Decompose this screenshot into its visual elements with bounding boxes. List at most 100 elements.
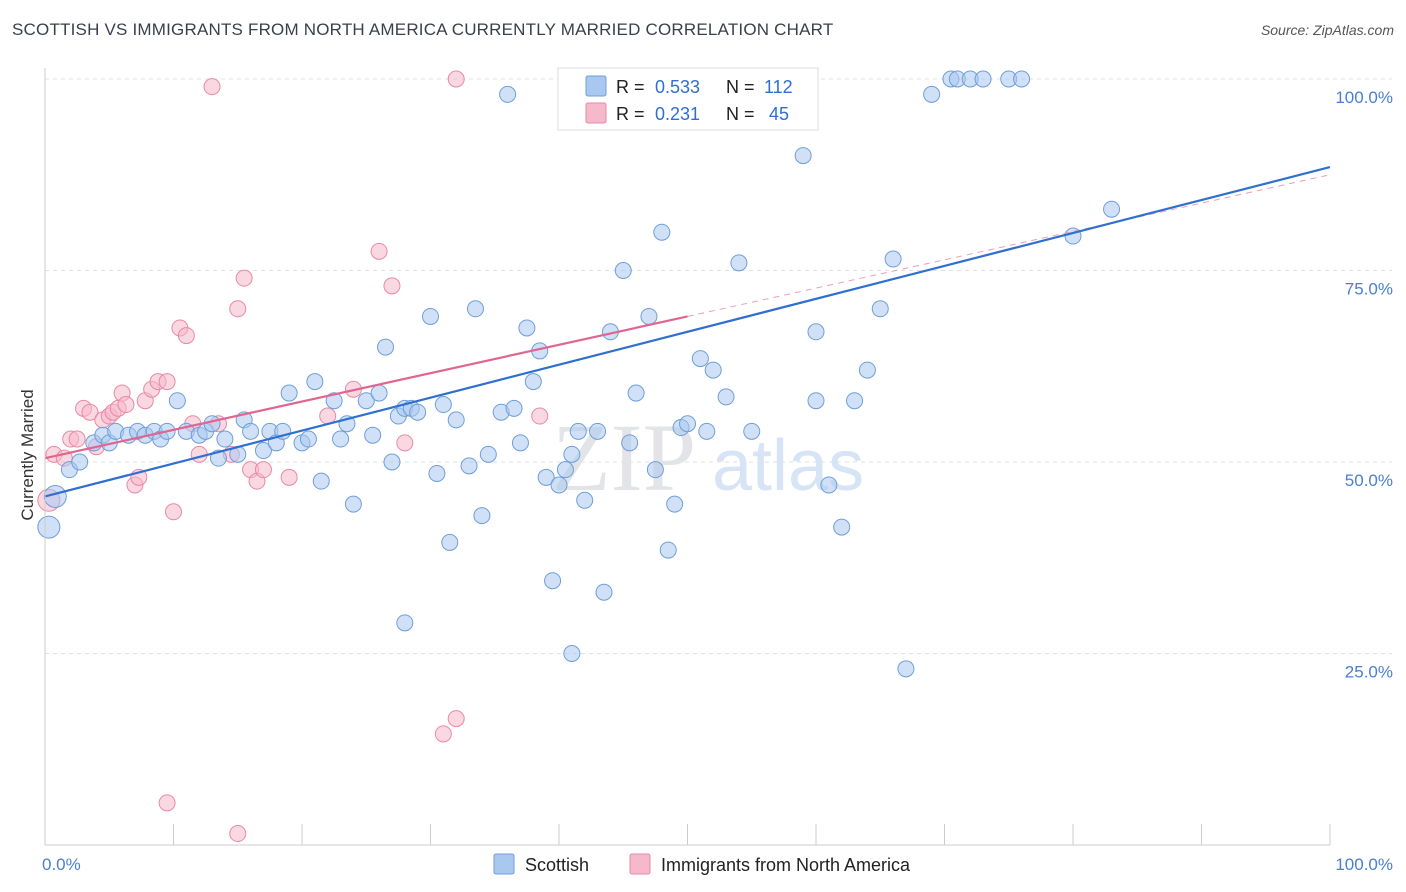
trend-scottish bbox=[44, 166, 1331, 498]
point-immigrants bbox=[235, 269, 253, 287]
point-scottish bbox=[370, 384, 388, 402]
scottish-points bbox=[37, 70, 1121, 678]
point-scottish bbox=[589, 422, 607, 440]
point-scottish bbox=[299, 430, 317, 448]
point-immigrants bbox=[531, 407, 549, 425]
point-scottish bbox=[43, 484, 67, 508]
point-scottish bbox=[923, 85, 941, 103]
point-scottish bbox=[550, 476, 568, 494]
point-scottish bbox=[209, 449, 227, 467]
stats-r-value-scottish: 0.533 bbox=[655, 77, 700, 97]
point-scottish bbox=[216, 430, 234, 448]
point-scottish bbox=[203, 415, 221, 433]
stats-n-value-scottish: 112 bbox=[764, 77, 793, 97]
point-immigrants bbox=[229, 825, 247, 843]
point-immigrants bbox=[254, 461, 272, 479]
point-scottish bbox=[441, 533, 459, 551]
immigrants-points bbox=[37, 70, 549, 843]
stats-r-value-immig: 0.231 bbox=[655, 104, 700, 124]
stats-n-value-immig: 45 bbox=[764, 104, 789, 124]
point-scottish bbox=[820, 476, 838, 494]
point-scottish bbox=[71, 453, 89, 471]
point-scottish bbox=[884, 250, 902, 268]
point-scottish bbox=[280, 384, 298, 402]
x-tick-label-max: 100.0% bbox=[1335, 855, 1393, 874]
point-scottish bbox=[499, 85, 517, 103]
y-tick-label-0: 100.0% bbox=[1335, 88, 1393, 107]
point-scottish bbox=[730, 254, 748, 272]
point-scottish bbox=[621, 434, 639, 452]
point-immigrants bbox=[447, 70, 465, 88]
point-scottish bbox=[537, 468, 555, 486]
point-scottish bbox=[466, 300, 484, 318]
point-scottish bbox=[428, 464, 446, 482]
point-scottish bbox=[556, 461, 574, 479]
point-scottish bbox=[640, 307, 658, 325]
point-immigrants bbox=[396, 434, 414, 452]
point-immigrants bbox=[158, 373, 176, 391]
point-scottish bbox=[679, 415, 696, 433]
point-scottish bbox=[1013, 70, 1031, 88]
point-scottish bbox=[511, 434, 529, 452]
chart-title: SCOTTISH VS IMMIGRANTS FROM NORTH AMERIC… bbox=[12, 20, 834, 39]
point-scottish bbox=[168, 392, 186, 410]
point-scottish bbox=[627, 384, 645, 402]
point-immigrants bbox=[190, 445, 208, 463]
point-scottish bbox=[659, 541, 677, 559]
point-scottish bbox=[807, 323, 825, 341]
trend-lines bbox=[44, 166, 1331, 498]
point-scottish bbox=[666, 495, 684, 513]
series-legend: Scottish Immigrants from North America bbox=[493, 853, 911, 875]
watermark-atlas: atlas bbox=[712, 426, 864, 506]
point-scottish bbox=[396, 614, 414, 632]
point-immigrants bbox=[68, 430, 86, 448]
point-scottish bbox=[242, 422, 260, 440]
point-scottish bbox=[871, 300, 889, 318]
stats-legend: R = 0.533 N = 112 R = 0.231 N = 45 bbox=[557, 67, 819, 131]
point-scottish bbox=[717, 388, 735, 406]
point-scottish bbox=[794, 147, 812, 165]
point-scottish bbox=[846, 392, 864, 410]
point-scottish bbox=[460, 457, 478, 475]
point-immigrants bbox=[280, 468, 298, 486]
point-immigrants bbox=[383, 277, 401, 295]
point-scottish bbox=[524, 373, 542, 391]
point-scottish bbox=[704, 361, 722, 379]
stats-n-label-scottish: N = bbox=[726, 77, 755, 97]
point-immigrants bbox=[158, 794, 176, 812]
point-scottish bbox=[422, 307, 439, 325]
point-scottish bbox=[254, 442, 272, 460]
stats-legend-swatch-immig bbox=[585, 102, 607, 124]
legend-label-immig: Immigrants from North America bbox=[661, 855, 911, 875]
point-scottish bbox=[473, 507, 491, 525]
stats-n-label-immig: N = bbox=[726, 104, 755, 124]
y-axis-title: Currently Married bbox=[18, 389, 37, 520]
point-scottish bbox=[332, 430, 350, 448]
point-scottish bbox=[505, 399, 523, 417]
point-immigrants bbox=[370, 242, 388, 260]
point-scottish bbox=[897, 660, 915, 678]
point-scottish bbox=[325, 392, 343, 410]
y-tick-label-2: 50.0% bbox=[1345, 471, 1393, 490]
point-scottish bbox=[833, 518, 851, 536]
point-scottish bbox=[646, 461, 664, 479]
point-scottish bbox=[364, 426, 382, 444]
point-immigrants bbox=[203, 78, 221, 96]
watermark: ZIP atlas bbox=[552, 404, 864, 511]
axes bbox=[44, 68, 1331, 846]
point-immigrants bbox=[117, 396, 135, 414]
source-label: Source: ZipAtlas.com bbox=[1260, 22, 1394, 38]
point-scottish bbox=[447, 411, 465, 429]
point-immigrants bbox=[177, 327, 195, 345]
point-scottish bbox=[544, 572, 562, 590]
point-scottish bbox=[563, 645, 581, 662]
point-scottish bbox=[357, 392, 375, 410]
point-scottish bbox=[383, 453, 401, 471]
point-scottish bbox=[37, 515, 61, 539]
legend-swatch-immig bbox=[629, 853, 651, 875]
point-scottish bbox=[479, 445, 497, 463]
point-scottish bbox=[576, 491, 594, 509]
y-tick-labels: 100.0% 75.0% 50.0% 25.0% bbox=[1335, 88, 1393, 682]
stats-legend-swatch-scottish bbox=[585, 75, 607, 97]
